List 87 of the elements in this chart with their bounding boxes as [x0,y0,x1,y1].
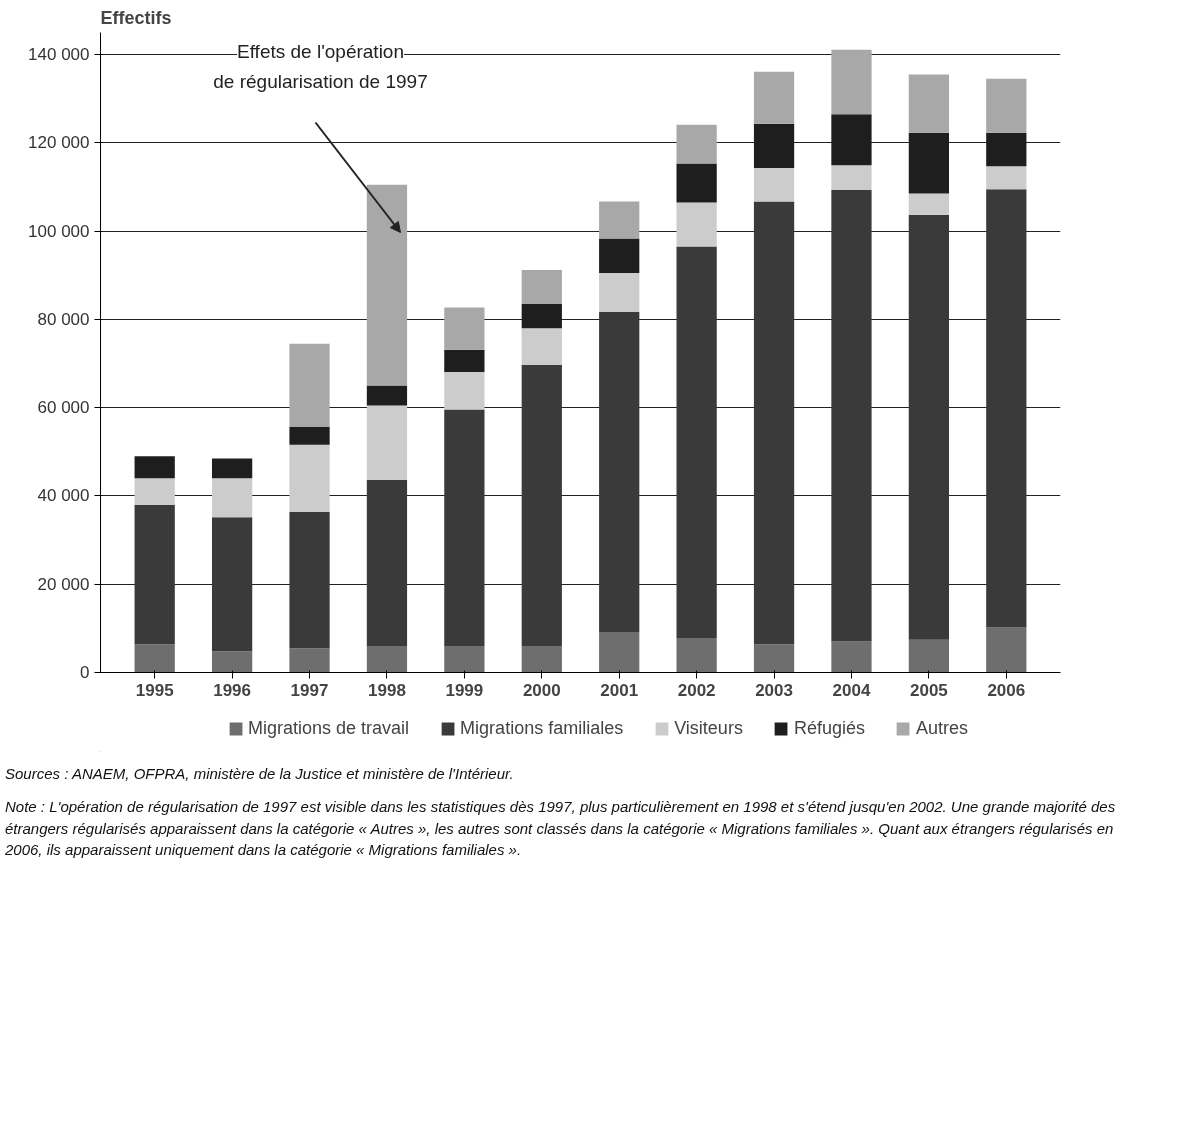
bar [908,132,950,194]
bar [521,269,562,304]
bar [986,627,1027,673]
bar [289,444,330,512]
bar [831,114,872,166]
text: Note : L'opération de régularisation de 1997 est visible dans les statistiques dès 1997, plus particulièrement en 1998 et s'étend jusqu'en 2002. Une grande majorité des étrangers régularisés apparaissent dans la catégorie « Autres », les autres sont classés dans la catégorie « Migrations familiales ». Quant aux étrangers régularisés en 2006, ils apparaissent uniquement dans la catégorie « Migrations familiales ». [5,797,1117,861]
bar [753,168,795,202]
bar [521,646,562,673]
bar [289,343,330,428]
bar [599,311,640,632]
y-tick-label: 60 000 [37,398,90,418]
bar [444,371,485,410]
source-note: Sources : ANAEM, OFPRA, ministère de la Justice et ministère de l'Intérieur. [5,764,514,784]
bar [444,307,485,350]
bar [676,638,717,673]
bar [521,303,562,329]
bar [599,273,640,312]
bar [211,517,253,652]
bar [289,511,330,649]
bar [676,246,717,639]
bar [908,214,950,640]
bar [211,478,253,518]
bar [753,71,795,124]
bar [599,631,640,673]
bar [289,427,330,445]
x-tick-label: 2003 [755,680,793,700]
bar [366,480,408,647]
x-tick-label: 1999 [445,680,484,700]
legend-label: Migrations familiales [460,717,624,739]
y-tick-label: 20 000 [37,574,90,594]
legend-label: Visiteurs [674,717,743,739]
bar [908,639,950,673]
y-tick-label: 120 000 [28,133,90,153]
bar [831,49,872,115]
bar [521,328,562,365]
annotation: Effets de l'opération de régularisation de 1997 [213,40,428,92]
bar [211,458,253,479]
x-tick-label: 2004 [832,680,871,700]
bar [908,74,950,133]
bar [366,405,408,481]
bar [444,409,485,647]
bar [211,651,253,673]
x-tick-label: 2002 [677,680,716,700]
bar [831,641,872,673]
y-axis-title: Effectifs [100,7,172,28]
bar [753,123,795,168]
bar [366,646,408,673]
bar [986,132,1027,167]
legend-label: Autres [915,717,968,739]
y-tick-label: 40 000 [37,486,90,506]
x-tick-label: 2001 [600,680,639,700]
bar [753,644,795,673]
bar [831,165,872,191]
bar [366,184,408,386]
x-tick-label: 2005 [909,680,948,700]
legend-label: Réfugiés [793,717,865,739]
bar [986,78,1027,133]
x-tick-label: 2000 [522,680,561,700]
bar [986,189,1027,628]
bar [521,364,562,647]
x-tick-label: 1996 [213,680,252,700]
bar [599,238,640,274]
y-tick-label: 0 [80,663,90,682]
bar [366,385,408,406]
bar [676,202,717,247]
bar [289,648,330,673]
bar [676,124,717,164]
y-tick-label: 100 000 [28,221,90,241]
bar [599,201,640,239]
bar [134,504,175,645]
bar [676,163,717,203]
bar [753,201,795,645]
x-tick-label: 1997 [290,680,329,700]
bar [831,190,872,642]
bar [134,478,175,505]
x-tick-label: 1998 [368,680,406,700]
x-tick-label: 2006 [987,680,1026,700]
x-tick-label: 1995 [135,680,174,700]
y-tick-label: 140 000 [28,45,90,65]
legend-label: Migrations de travail [248,717,410,739]
y-tick-label: 80 000 [37,309,90,329]
bar [134,644,175,673]
bar [444,349,485,372]
bar [134,456,175,479]
bar [986,166,1027,190]
bar [908,193,950,215]
bar [444,646,485,673]
